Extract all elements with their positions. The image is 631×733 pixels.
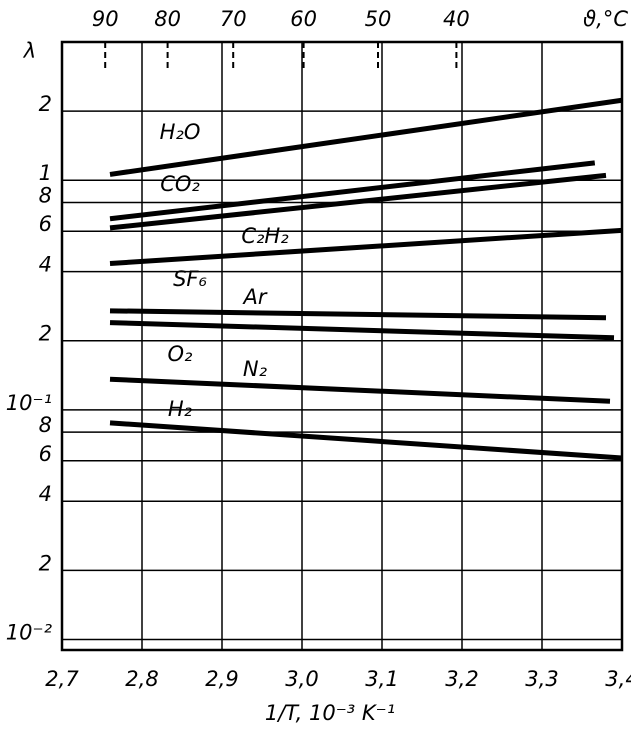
y-tick-label: 2 [39, 551, 52, 575]
y-axis-label: λ [23, 39, 36, 63]
x2-axis-label: ϑ,°C [583, 7, 628, 31]
series-line [109, 308, 607, 321]
y-tick-label: 10⁻¹ [6, 391, 52, 415]
series-line [109, 97, 623, 177]
series-label: CO₂ [160, 172, 200, 196]
x-tick-label: 3,4 [605, 667, 631, 691]
series-label: H₂ [168, 397, 193, 421]
series-line [109, 160, 596, 222]
y-tick-label: 8 [39, 413, 52, 437]
series-line [109, 172, 607, 231]
y-tick-label: 8 [39, 183, 52, 207]
y-tick-label: 2 [39, 92, 52, 116]
series-label: N₂ [243, 357, 268, 381]
y-tick-label: 1 [39, 161, 52, 185]
x2-tick-label: 80 [154, 7, 181, 31]
y-tick-label: 6 [39, 212, 52, 236]
x-tick-label: 3,2 [445, 667, 478, 691]
series-line [109, 376, 611, 404]
x2-tick-label: 50 [365, 7, 392, 31]
x-axis-label: 1/T, 10⁻³ K⁻¹ [265, 701, 395, 725]
x2-tick-label: 90 [92, 7, 119, 31]
series-line [109, 227, 623, 266]
series-line [109, 320, 615, 341]
y-tick-label: 6 [39, 442, 52, 466]
series-label: O₂ [168, 342, 194, 366]
x-tick-label: 3,1 [365, 667, 398, 691]
x-tick-label: 2,9 [205, 667, 238, 691]
series-label: Ar [242, 285, 268, 309]
x-tick-label: 3,3 [525, 667, 558, 691]
plot-frame [60, 40, 624, 652]
series-label: C₂H₂ [241, 224, 289, 248]
y-tick-label: 2 [39, 322, 52, 346]
y-tick-label: 10⁻² [6, 620, 53, 644]
series-label: H₂O [160, 120, 201, 144]
series-label: SF₆ [173, 267, 207, 291]
x-tick-label: 2,8 [125, 667, 158, 691]
series-line [109, 420, 623, 461]
x2-tick-label: 70 [220, 7, 247, 31]
y-tick-label: 4 [39, 253, 52, 277]
x-tick-label: 2,7 [45, 667, 79, 691]
x2-tick-label: 40 [443, 7, 470, 31]
x2-tick-label: 60 [290, 7, 317, 31]
y-tick-label: 4 [39, 482, 52, 506]
x-tick-label: 3,0 [285, 667, 318, 691]
